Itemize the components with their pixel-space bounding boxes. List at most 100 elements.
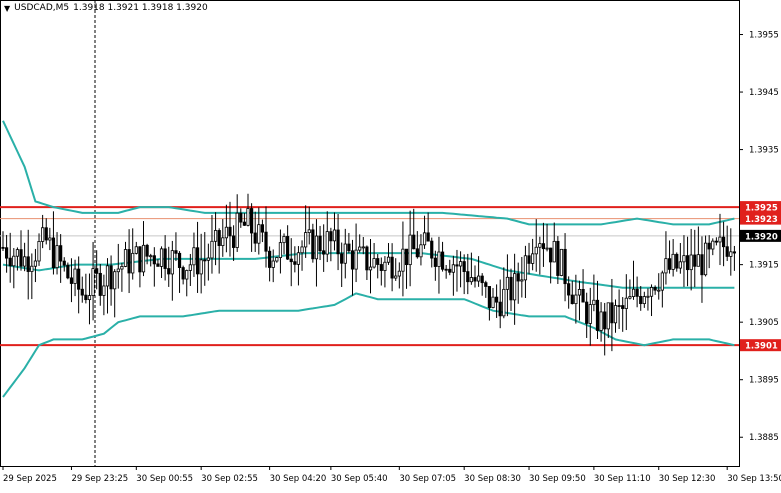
candle-body xyxy=(549,247,553,263)
candle-body xyxy=(350,250,355,270)
candle xyxy=(534,219,538,272)
x-tick-label: 30 Sep 09:50 xyxy=(529,474,586,484)
candle-body xyxy=(37,241,41,262)
y-tick-label: 1.3895 xyxy=(749,376,779,386)
candle-body xyxy=(336,229,340,255)
chart-title-bar: ▼ USDCAD,M5 1.3918 1.3921 1.3918 1.3920 xyxy=(4,3,208,13)
candle-body xyxy=(95,268,99,274)
candle-body xyxy=(408,234,412,266)
candle-body xyxy=(307,229,311,233)
candle xyxy=(275,256,279,263)
candle xyxy=(264,206,268,268)
candle xyxy=(300,240,304,271)
candle xyxy=(451,255,455,296)
candle-body xyxy=(123,249,128,267)
candle xyxy=(678,242,682,274)
candle-body xyxy=(613,305,618,324)
candle-body xyxy=(725,246,729,257)
plot-frame xyxy=(0,0,740,467)
candle-body xyxy=(44,227,48,241)
candle xyxy=(73,259,77,297)
candle-body xyxy=(520,279,524,282)
candle-body xyxy=(703,242,708,276)
candle xyxy=(365,245,369,281)
candle xyxy=(271,249,275,283)
candle xyxy=(657,273,661,300)
lower-band-line xyxy=(2,292,735,398)
candle-body xyxy=(347,243,351,252)
candle-body xyxy=(322,250,326,255)
candle-body xyxy=(77,268,81,290)
candle-body xyxy=(152,255,156,265)
candle xyxy=(210,214,214,274)
candle-body xyxy=(621,305,625,309)
candle-body xyxy=(199,259,203,275)
candle-body xyxy=(628,296,632,299)
candle xyxy=(33,248,38,283)
candle-body xyxy=(62,260,66,266)
candle xyxy=(610,278,614,352)
candle-body xyxy=(358,246,362,251)
candle xyxy=(458,251,463,288)
y-tick-label: 1.3915 xyxy=(749,261,779,271)
candle-body xyxy=(563,248,567,285)
candle-body xyxy=(653,287,657,291)
candle-body xyxy=(109,265,113,290)
candle xyxy=(495,284,499,318)
candle-body xyxy=(401,248,405,272)
candle xyxy=(711,238,715,256)
candle-body xyxy=(581,289,585,303)
candle xyxy=(282,233,286,255)
candle-body xyxy=(545,247,549,250)
candle-body xyxy=(466,271,470,283)
candle-body xyxy=(606,302,610,330)
candle xyxy=(689,228,693,291)
candle xyxy=(195,221,200,293)
candle-body xyxy=(26,256,30,272)
candle-body xyxy=(268,250,272,268)
y-tick-label: 1.3905 xyxy=(749,318,779,328)
candle-body xyxy=(213,230,218,242)
candle xyxy=(318,225,322,261)
candle xyxy=(498,279,502,329)
candle-body xyxy=(235,212,239,248)
triangle-down-icon[interactable]: ▼ xyxy=(4,3,11,13)
candle-body xyxy=(675,253,679,269)
candle-body xyxy=(221,237,225,247)
candle-body xyxy=(224,226,228,239)
candle xyxy=(714,237,718,246)
candle xyxy=(469,252,473,285)
candle-body xyxy=(462,261,466,273)
candle-body xyxy=(516,273,520,282)
candle-body xyxy=(552,240,556,263)
support-resistance-price-label-bg xyxy=(740,339,781,352)
candle xyxy=(51,211,56,275)
candle xyxy=(278,229,283,274)
candle xyxy=(159,246,164,279)
candle xyxy=(260,219,265,243)
candle xyxy=(343,228,347,279)
candle xyxy=(664,231,668,285)
candle xyxy=(188,253,192,286)
candle xyxy=(386,243,391,265)
candle xyxy=(480,273,484,296)
x-tick-label: 30 Sep 00:55 xyxy=(136,474,193,484)
candle-body xyxy=(487,286,491,308)
candle xyxy=(314,219,319,287)
candle xyxy=(476,256,481,287)
candle xyxy=(138,246,142,288)
candle xyxy=(358,234,362,253)
candle xyxy=(448,259,452,276)
candle xyxy=(383,256,387,288)
candle-body xyxy=(649,287,654,297)
candle-body xyxy=(275,257,279,262)
candle-body xyxy=(458,261,463,267)
candle-body xyxy=(491,296,495,308)
candle-body xyxy=(567,283,571,296)
candle-body xyxy=(480,275,484,284)
candle-body xyxy=(318,235,322,252)
x-tick-label: 30 Sep 07:05 xyxy=(399,474,456,484)
candle xyxy=(667,240,672,274)
